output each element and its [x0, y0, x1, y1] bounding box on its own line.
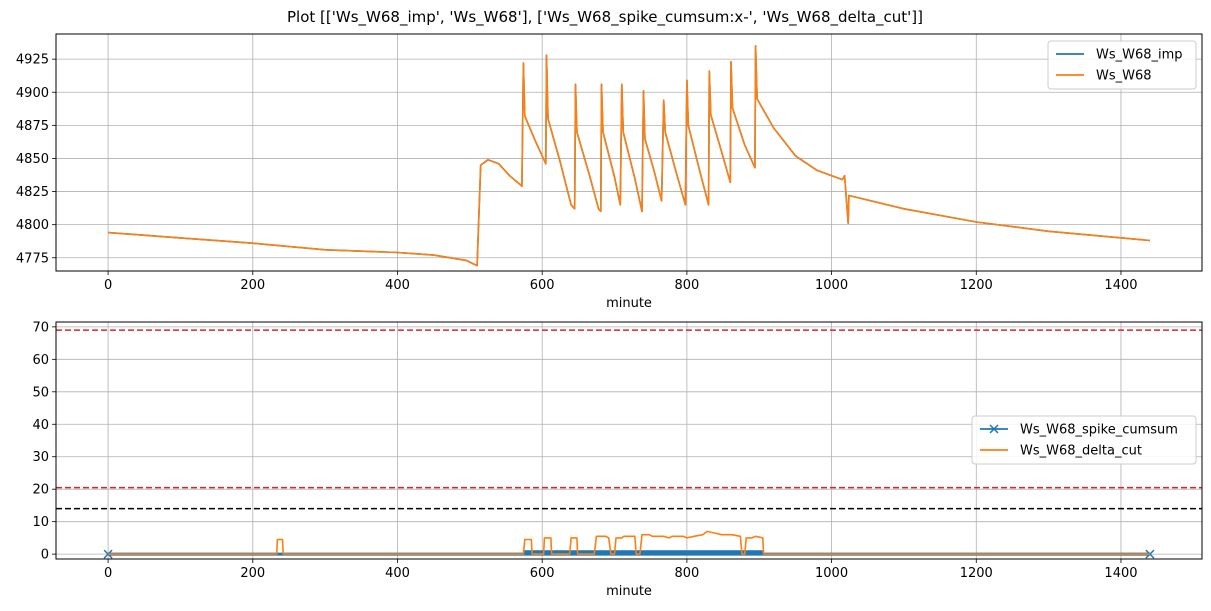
y-tick-label: 4875 [16, 119, 49, 134]
x-tick-label: 800 [674, 566, 699, 581]
x-tick-label: 0 [104, 278, 112, 293]
y-tick-label: 40 [32, 418, 49, 433]
series-ws-w68-line [108, 45, 1150, 267]
x-tick-label: 1400 [1104, 278, 1137, 293]
x-tick-label: 800 [674, 278, 699, 293]
top-plot-series [108, 45, 1150, 267]
y-tick-label: 4800 [16, 218, 49, 233]
y-tick-label: 4900 [16, 86, 49, 101]
legend-entry-label: Ws_W68 [1096, 69, 1152, 84]
top-plot-x-axis-label: minute [606, 296, 652, 311]
top-plot-x-ticks: 0 200 400 600 800 1000 1200 1400 [104, 271, 1138, 293]
bottom-plot-legend: Ws_W68_spike_cumsum Ws_W68_delta_cut [971, 415, 1197, 465]
series-ws-w68-spike-cumsum-marker [1145, 549, 1155, 559]
x-tick-label: 400 [385, 278, 410, 293]
bottom-plot-x-axis-label: minute [606, 584, 652, 599]
bottom-plot-series [103, 530, 1155, 559]
legend-box [971, 415, 1197, 465]
top-plot-legend: Ws_W68_imp Ws_W68 [1047, 40, 1197, 90]
x-tick-label: 1000 [815, 278, 848, 293]
bottom-plot-threshold-lines [56, 329, 1202, 510]
y-tick-label: 20 [32, 483, 49, 498]
legend-box [1047, 40, 1197, 90]
bottom-plot-y-ticks: 0 10 20 30 40 50 60 70 [32, 320, 56, 563]
y-tick-label: 10 [32, 515, 49, 530]
bottom-plot-x-ticks: 0 200 400 600 800 1000 1200 1400 [104, 559, 1138, 581]
series-ws-w68-spike-cumsum-dense-band [524, 550, 763, 556]
y-tick-label: 4775 [16, 251, 49, 266]
series-ws-w68-spike-cumsum-marker [103, 549, 113, 559]
x-tick-label: 600 [530, 278, 555, 293]
x-tick-label: 1200 [960, 278, 993, 293]
legend-entry-label: Ws_W68_delta_cut [1020, 444, 1142, 459]
y-tick-label: 4925 [16, 53, 49, 68]
x-tick-label: 1200 [960, 566, 993, 581]
series-ws-w68-delta-cut-line [108, 530, 1150, 555]
y-tick-label: 70 [32, 320, 49, 335]
y-tick-label: 30 [32, 450, 49, 465]
y-tick-label: 60 [32, 353, 49, 368]
y-tick-label: 4850 [16, 152, 49, 167]
legend-entry-label: Ws_W68_spike_cumsum [1020, 423, 1178, 438]
bottom-plot-frame [55, 321, 1203, 560]
x-tick-label: 200 [240, 566, 265, 581]
top-plot-grid [56, 34, 1202, 271]
y-tick-label: 0 [41, 548, 49, 563]
x-tick-label: 400 [385, 566, 410, 581]
y-tick-label: 50 [32, 385, 49, 400]
top-plot-y-ticks: 4775 4800 4825 4850 4875 4900 4925 [16, 53, 56, 266]
y-tick-label: 4825 [16, 185, 49, 200]
legend-marker [989, 424, 999, 434]
x-tick-label: 1400 [1104, 566, 1137, 581]
x-tick-label: 1000 [815, 566, 848, 581]
top-plot-axes: 0 200 400 600 800 1000 1200 1400 4775 4800 4825 48… [16, 33, 1203, 311]
x-tick-label: 600 [530, 566, 555, 581]
top-plot-frame [55, 33, 1203, 272]
x-tick-label: 0 [104, 566, 112, 581]
figure-title: Plot [['Ws_W68_imp', 'Ws_W68'], ['Ws_W68… [287, 8, 923, 27]
bottom-plot-axes: 0 200 400 600 800 1000 1200 1400 0 10 20 30 40 50 60 7… [32, 320, 1203, 599]
legend-entry-label: Ws_W68_imp [1096, 48, 1183, 63]
x-tick-label: 200 [240, 278, 265, 293]
